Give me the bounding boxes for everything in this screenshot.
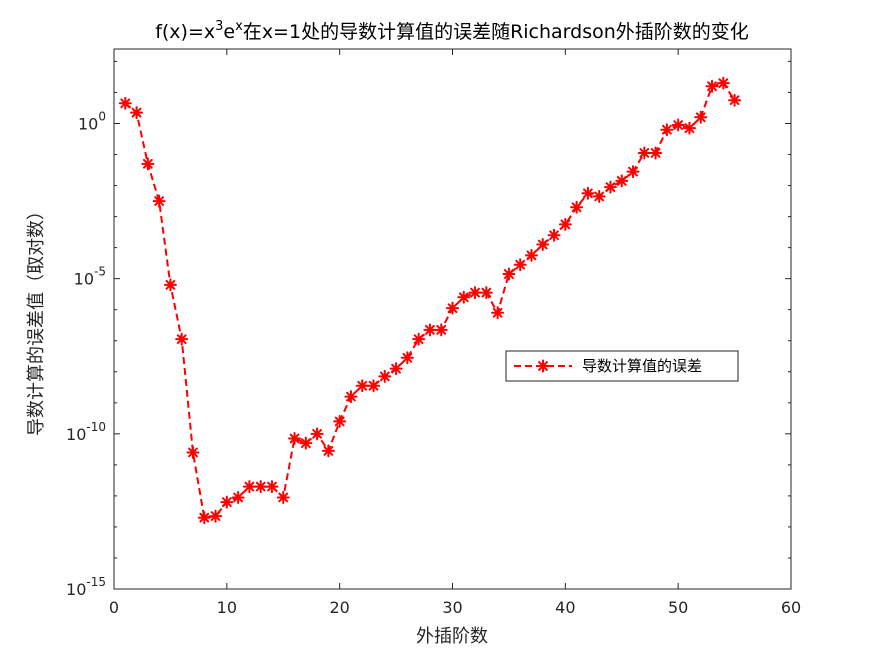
data-point [299,436,313,450]
data-point [649,146,663,160]
data-point [468,286,482,300]
data-point [671,118,685,132]
data-point [558,217,572,231]
x-tick-label: 40 [555,598,575,617]
data-point [310,427,324,441]
x-tick-label: 10 [217,598,237,617]
data-point [130,106,144,120]
y-tick-label: 10-5 [74,265,106,289]
title-exponent-2: x [235,19,243,34]
data-point [276,490,290,504]
data-point [141,157,155,171]
data-point [412,332,426,346]
x-tick-label: 30 [442,598,462,617]
data-point [660,123,674,137]
data-point [434,323,448,337]
y-tick-label: 10-10 [66,420,106,444]
data-point [175,332,189,346]
y-axis: 100 10-5 10-10 10-15 [66,60,791,599]
title-exponent-1: 3 [215,19,223,34]
data-point [728,93,742,107]
legend-marker [536,359,550,373]
chart-title: f(x)=x3ex在x=1处的导数计算值的误差随Richardson外插阶数的变… [155,19,749,43]
data-point [513,258,527,272]
data-point [423,323,437,337]
data-point [479,286,493,300]
y-axis-label: 导数计算的误差值（取对数） [26,202,47,436]
data-point [705,79,719,93]
x-tick-label: 0 [109,598,119,617]
data-point [694,110,708,124]
data-point [118,96,132,110]
y-tick-label: 100 [78,109,106,133]
data-point [378,369,392,383]
data-point [716,76,730,90]
legend: 导数计算值的误差 [505,350,739,382]
x-axis: 0 10 20 30 40 50 60 [109,49,801,617]
series-layer [118,76,742,525]
x-tick-label: 50 [668,598,688,617]
data-point [288,431,302,445]
data-point [344,390,358,404]
y-tick-label: 10-15 [66,575,106,599]
data-point [254,480,268,494]
data-point [355,379,369,393]
x-tick-label: 60 [781,598,801,617]
legend-marker-asterisk [536,359,550,373]
data-point [570,200,584,214]
data-point [592,189,606,203]
data-point [400,351,414,365]
data-point [547,228,561,242]
data-point [457,290,471,304]
data-point [536,238,550,252]
data-point [615,174,629,188]
data-point [682,121,696,135]
data-point [367,379,381,393]
data-point [333,414,347,428]
data-point [491,306,505,320]
data-point [524,248,538,262]
data-point [209,509,223,523]
data-point [163,278,177,292]
data-point [581,186,595,200]
data-point [603,180,617,194]
data-point [186,445,200,459]
data-point [220,495,234,509]
data-point [502,267,516,281]
data-point [446,301,459,315]
data-point [389,362,403,376]
x-axis-label: 外插阶数 [416,626,488,647]
data-point [265,480,279,494]
x-tick-label: 20 [329,598,349,617]
data-point [231,490,245,504]
data-point [321,444,335,458]
data-point [242,480,256,494]
legend-label: 导数计算值的误差 [582,357,702,375]
data-point [637,146,651,160]
data-point [152,194,166,208]
data-point [197,511,211,525]
data-point [626,165,640,179]
